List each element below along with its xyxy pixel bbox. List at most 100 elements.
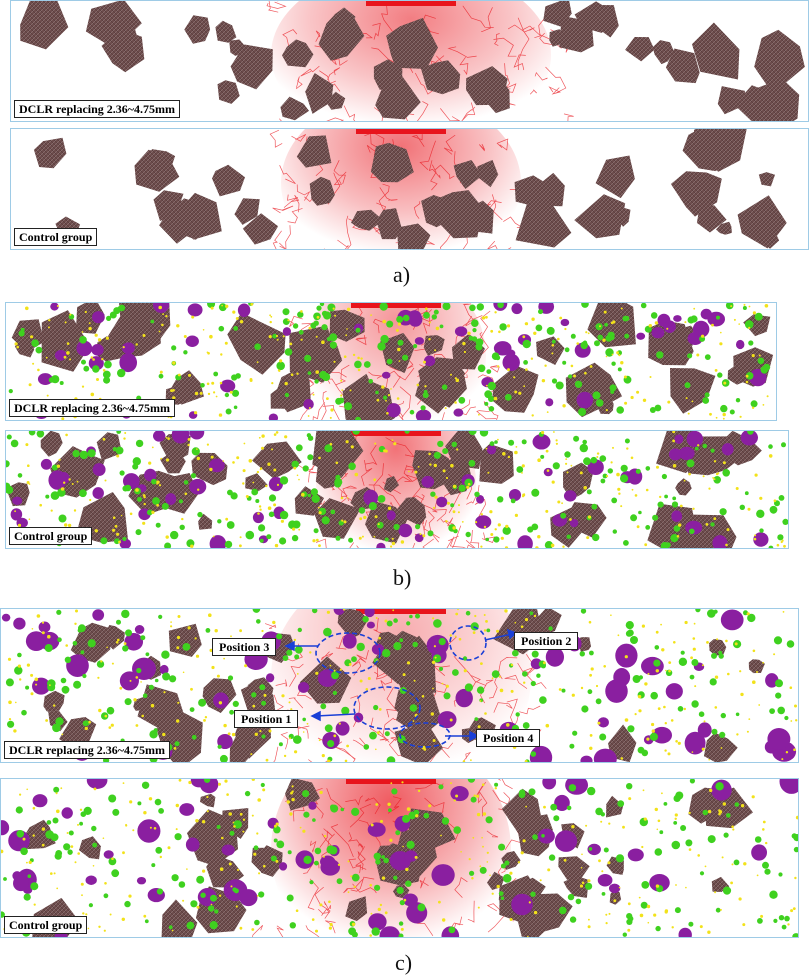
small-particle — [601, 892, 606, 896]
fine-particle — [257, 798, 262, 802]
fine-particle — [291, 790, 294, 793]
fine-particle — [208, 613, 212, 617]
large-particle — [692, 320, 710, 338]
aggregate — [614, 206, 631, 227]
fine-particle — [510, 689, 514, 693]
fine-particle — [50, 872, 53, 875]
large-particle — [12, 496, 23, 505]
small-particle — [475, 343, 483, 351]
fine-particle — [462, 760, 466, 762]
aggregate — [574, 1, 612, 33]
small-particle — [566, 534, 571, 539]
small-particle — [580, 609, 587, 614]
small-particle — [768, 444, 773, 449]
small-particle — [282, 308, 290, 316]
fine-particle — [194, 411, 198, 415]
aggregate — [212, 164, 245, 197]
fine-particle — [747, 507, 751, 511]
aggregate — [652, 40, 675, 65]
small-particle — [335, 535, 341, 541]
fine-particle — [270, 315, 273, 318]
large-particle — [363, 489, 379, 506]
fine-particle — [7, 657, 12, 661]
small-particle — [650, 312, 658, 319]
small-particle — [747, 431, 754, 435]
small-particle — [373, 852, 381, 860]
small-particle — [398, 921, 404, 926]
fine-particle — [89, 498, 92, 502]
fine-particle — [794, 704, 797, 708]
fine-particle — [48, 326, 50, 329]
fine-particle — [645, 488, 649, 492]
small-particle — [764, 868, 771, 875]
large-particle — [217, 733, 233, 750]
small-particle — [27, 874, 32, 878]
small-particle — [427, 530, 434, 537]
small-particle — [553, 815, 560, 822]
small-particle — [516, 466, 524, 473]
fine-particle — [251, 779, 255, 781]
fine-particle — [586, 536, 590, 540]
small-particle — [522, 722, 530, 729]
small-particle — [154, 798, 162, 806]
fine-particle — [187, 626, 191, 630]
small-particle — [635, 468, 641, 474]
small-particle — [512, 649, 519, 657]
fine-particle — [232, 461, 235, 464]
fine-particle — [228, 862, 232, 866]
large-particle — [320, 855, 336, 868]
fine-particle — [477, 906, 480, 909]
fine-particle — [244, 664, 248, 668]
large-particle — [61, 807, 73, 819]
small-particle — [388, 808, 392, 813]
small-particle — [209, 921, 218, 930]
fine-particle — [555, 439, 558, 442]
small-particle — [30, 882, 39, 891]
small-particle — [80, 650, 85, 655]
fine-particle — [743, 862, 747, 866]
fine-particle — [445, 684, 449, 688]
small-particle — [498, 843, 506, 851]
aggregate — [229, 734, 253, 762]
large-particle — [239, 889, 258, 907]
fine-particle — [773, 499, 777, 502]
small-particle — [627, 725, 635, 733]
small-particle — [117, 368, 126, 378]
fine-particle — [158, 484, 162, 487]
fine-particle — [116, 532, 120, 536]
small-particle — [769, 505, 778, 514]
large-particle — [545, 647, 565, 667]
small-particle — [640, 303, 647, 309]
fine-particle — [480, 513, 483, 516]
small-particle — [497, 303, 504, 309]
small-particle — [312, 818, 316, 822]
fine-particle — [382, 319, 387, 324]
fine-particle — [337, 863, 341, 866]
fine-particle — [326, 397, 329, 400]
small-particle — [108, 857, 117, 866]
small-particle — [778, 495, 785, 501]
fine-particle — [335, 461, 339, 465]
aggregate — [501, 788, 543, 834]
large-particle — [342, 633, 357, 649]
fine-particle — [713, 478, 716, 481]
fine-particle — [558, 688, 562, 691]
small-particle — [399, 900, 405, 906]
fine-particle — [391, 537, 394, 540]
small-particle — [68, 830, 74, 836]
small-particle — [327, 740, 335, 748]
aggregate — [536, 336, 565, 365]
large-particle — [569, 518, 579, 528]
small-particle — [656, 351, 664, 359]
small-particle — [178, 881, 186, 888]
small-particle — [292, 520, 301, 529]
fine-particle — [218, 413, 223, 417]
small-particle — [521, 439, 527, 445]
fine-particle — [692, 637, 696, 640]
small-particle — [229, 709, 235, 715]
fine-particle — [397, 348, 401, 352]
small-particle — [321, 310, 328, 317]
small-particle — [169, 675, 177, 683]
fine-particle — [693, 307, 696, 310]
small-particle — [702, 397, 710, 404]
